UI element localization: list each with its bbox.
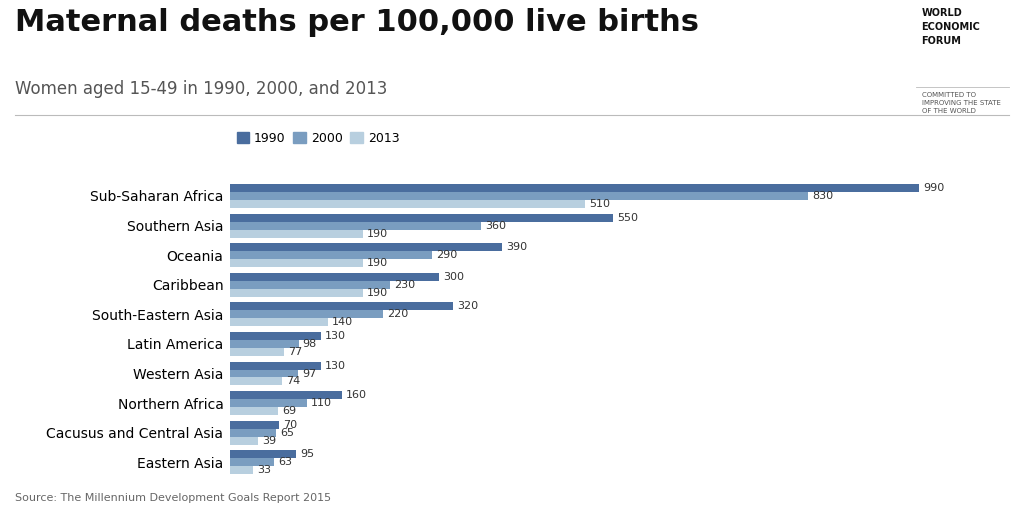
Text: 990: 990	[924, 183, 944, 193]
Text: 95: 95	[301, 449, 314, 459]
Bar	[230, 251, 432, 259]
Bar	[230, 466, 253, 475]
Bar	[230, 332, 321, 340]
Text: 77: 77	[288, 347, 302, 357]
Text: Maternal deaths per 100,000 live births: Maternal deaths per 100,000 live births	[15, 8, 699, 37]
Text: 220: 220	[388, 309, 409, 319]
Text: 230: 230	[394, 280, 416, 290]
Bar	[230, 429, 275, 437]
Text: 130: 130	[325, 361, 346, 370]
Bar	[230, 184, 919, 192]
Legend: 1990, 2000, 2013: 1990, 2000, 2013	[237, 132, 399, 145]
Text: 70: 70	[284, 420, 297, 430]
Text: 69: 69	[283, 406, 297, 416]
Bar	[230, 213, 613, 222]
Text: 390: 390	[506, 242, 527, 252]
Bar	[230, 302, 453, 310]
Text: 130: 130	[325, 331, 346, 341]
Bar	[230, 273, 439, 281]
Text: 74: 74	[286, 377, 300, 386]
Text: 550: 550	[617, 212, 638, 223]
Bar	[230, 399, 307, 407]
Text: 98: 98	[303, 339, 317, 349]
Bar	[230, 243, 502, 251]
Text: 140: 140	[332, 318, 353, 327]
Text: 360: 360	[485, 221, 506, 230]
Text: 290: 290	[436, 250, 458, 260]
Bar	[230, 200, 585, 208]
Bar	[230, 340, 299, 348]
Bar	[230, 362, 321, 369]
Bar	[230, 310, 383, 318]
Bar	[230, 421, 280, 429]
Text: 190: 190	[367, 258, 388, 268]
Text: 830: 830	[812, 191, 833, 201]
Text: COMMITTED TO
IMPROVING THE STATE
OF THE WORLD: COMMITTED TO IMPROVING THE STATE OF THE …	[922, 92, 1000, 114]
Bar	[230, 318, 328, 326]
Text: 97: 97	[302, 368, 316, 379]
Text: 33: 33	[257, 465, 271, 475]
Bar	[230, 192, 808, 200]
Bar	[230, 450, 297, 458]
Text: Women aged 15-49 in 1990, 2000, and 2013: Women aged 15-49 in 1990, 2000, and 2013	[15, 80, 388, 97]
Text: 190: 190	[367, 288, 388, 298]
Text: 110: 110	[311, 398, 332, 408]
Bar	[230, 369, 298, 378]
Text: 63: 63	[279, 457, 293, 467]
Bar	[230, 378, 282, 385]
Text: 300: 300	[443, 272, 464, 282]
Text: 320: 320	[457, 301, 478, 311]
Bar	[230, 348, 284, 356]
Bar	[230, 437, 257, 445]
Text: Source: The Millennium Development Goals Report 2015: Source: The Millennium Development Goals…	[15, 493, 332, 503]
Text: 160: 160	[346, 390, 367, 400]
Text: 510: 510	[589, 199, 610, 209]
Bar	[230, 259, 362, 267]
Bar	[230, 391, 342, 399]
Bar	[230, 229, 362, 238]
Text: 190: 190	[367, 228, 388, 239]
Bar	[230, 289, 362, 297]
Text: 39: 39	[262, 436, 275, 446]
Bar	[230, 407, 279, 415]
Text: 65: 65	[280, 428, 294, 438]
Text: WORLD
ECONOMIC
FORUM: WORLD ECONOMIC FORUM	[922, 8, 980, 46]
Bar	[230, 281, 390, 289]
Bar	[230, 458, 274, 466]
Bar	[230, 222, 481, 229]
